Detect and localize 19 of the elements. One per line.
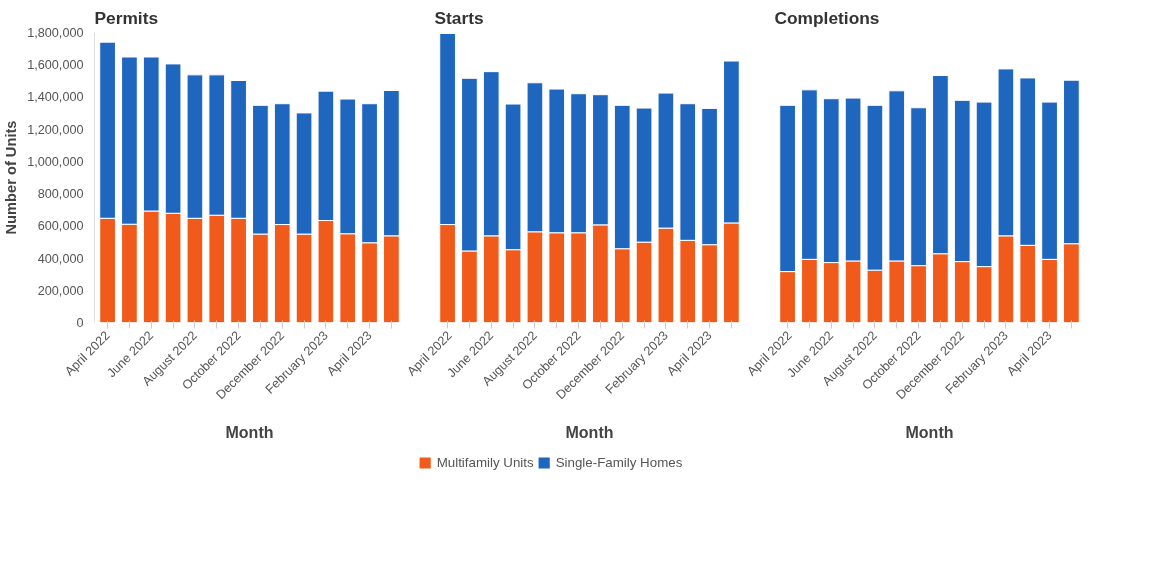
y-tick-label: 600,000 (37, 219, 84, 234)
y-tick-label: 800,000 (37, 187, 84, 202)
chart-title: Completions (774, 7, 880, 28)
y-axis-title: Number of Units (3, 120, 20, 235)
y-tick-label: 200,000 (37, 283, 84, 298)
y-tick-label: 1,000,000 (27, 154, 84, 169)
y-tick-label: 1,400,000 (27, 90, 84, 105)
chart-title: Starts (434, 7, 484, 28)
legend-label: Single-Family Homes (555, 454, 683, 470)
x-axis-title: Month (565, 424, 614, 442)
chart-title: Permits (94, 7, 159, 28)
legend-label: Multifamily Units (436, 454, 534, 470)
x-axis-title: Month (905, 424, 954, 442)
y-tick-label: 1,600,000 (27, 58, 84, 73)
y-tick-label: 1,200,000 (27, 122, 84, 137)
y-tick-label: 1,800,000 (27, 26, 84, 40)
y-tick-label: 0 (76, 316, 84, 330)
y-tick-label: 400,000 (37, 251, 84, 266)
x-axis-title: Month (225, 424, 274, 442)
